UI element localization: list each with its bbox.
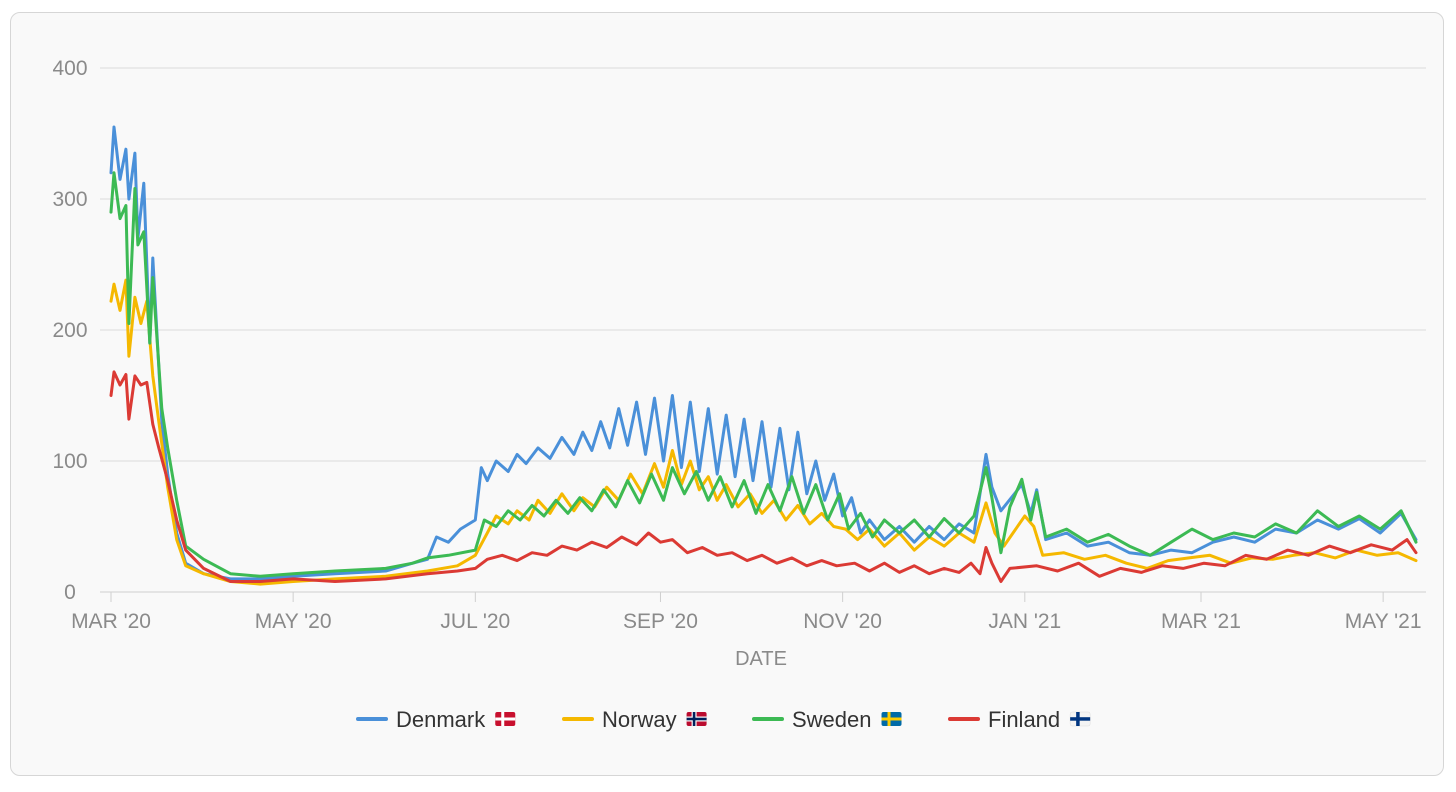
legend-label: Finland [988,707,1060,732]
norway-flag [686,712,707,726]
legend-item-denmark[interactable]: Denmark [356,707,516,732]
legend-label: Norway [602,707,677,732]
legend-item-finland[interactable]: Finland [948,707,1091,732]
series-line-sweden [109,171,1418,578]
y-tick-label: 100 [52,450,87,473]
legend-item-sweden[interactable]: Sweden [752,707,902,732]
y-tick-label: 400 [52,57,87,80]
x-tick-label: SEP '20 [623,610,698,633]
x-tick-label: JAN '21 [988,610,1061,633]
denmark-flag [495,712,516,726]
y-tick-label: 0 [64,581,76,604]
series-line-norway [109,278,1418,586]
x-axis: MAR '20 MAY '20 JUL '20 SEP '20 NOV '20 JAN '… [71,592,1422,633]
sweden-flag [881,712,902,726]
x-tick-label: MAR '21 [1161,610,1241,633]
x-tick-label: JUL '20 [440,610,510,633]
x-tick-label: NOV '20 [803,610,882,633]
legend: Denmark Norway Sweden Finland [356,707,1091,732]
y-tick-label: 300 [52,188,87,211]
series-lines [109,125,1418,586]
legend-label: Denmark [396,707,486,732]
x-tick-label: MAY '20 [255,610,332,633]
gridlines [100,67,1426,593]
legend-label: Sweden [792,707,872,732]
finland-flag [1069,711,1091,727]
series-line-finland [109,370,1418,583]
y-tick-label: 200 [52,319,87,342]
series-line-denmark [109,125,1418,581]
y-axis: 0 100 200 300 400 [52,57,87,604]
legend-item-norway[interactable]: Norway [562,707,707,732]
x-tick-label: MAY '21 [1345,610,1422,633]
x-axis-title: DATE [735,648,787,670]
x-tick-label: MAR '20 [71,610,151,633]
chart-card [10,12,1444,776]
